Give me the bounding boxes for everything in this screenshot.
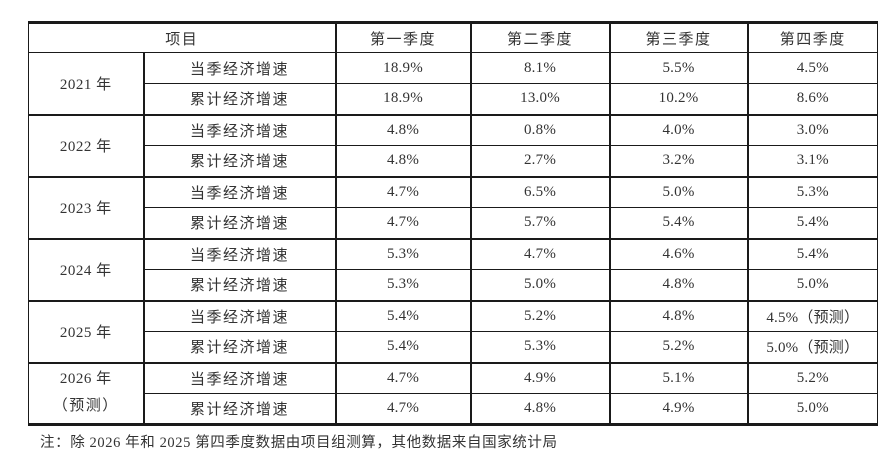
year-cell-2024: 2024 年 (28, 238, 145, 301)
metric-label-current: 当季经济增速 (143, 300, 337, 332)
header-q2: 第二季度 (470, 22, 611, 53)
value-cell: 3.0% (796, 121, 829, 138)
value-cell: 5.5% (609, 52, 749, 84)
value-cell: 3.2% (609, 145, 749, 177)
value-cell: 5.4% (796, 245, 829, 262)
value-cell: 4.0% (609, 114, 749, 146)
metric-label-cumulative: 累计经济增速 (143, 331, 337, 363)
value-cell: 13.0% (470, 83, 611, 115)
metric-label-current: 当季经济增速 (143, 176, 337, 208)
value-cell-forecast: 4.5%（预测） (766, 309, 860, 326)
value-cell: 5.7% (470, 207, 611, 239)
value-cell: 4.8% (335, 114, 472, 146)
year-cell-2022: 2022 年 (28, 114, 145, 177)
metric-label-cumulative: 累计经济增速 (143, 269, 337, 301)
value-cell: 5.4% (609, 207, 749, 239)
table-row: 累计经济增速 4.7% 5.7% 5.4% 5.4% (28, 207, 878, 239)
value-cell: 4.8% (470, 393, 611, 425)
metric-label-cumulative: 累计经济增速 (143, 83, 337, 115)
table-row: 累计经济增速 4.8% 2.7% 3.2% 3.1% (28, 145, 878, 177)
value-cell: 4.9% (470, 362, 611, 394)
value-cell: 5.0% (470, 269, 611, 301)
value-cell: 10.2% (609, 83, 749, 115)
table-row: 累计经济增速 4.7% 4.8% 4.9% 5.0% (29, 393, 878, 425)
value-cell: 5.0% (796, 400, 829, 416)
value-cell: 5.3% (335, 238, 472, 270)
metric-label-current: 当季经济增速 (143, 362, 337, 394)
value-cell: 5.3% (796, 183, 829, 200)
metric-label-current: 当季经济增速 (143, 52, 337, 84)
value-cell: 4.7% (335, 393, 472, 425)
year-cell-2025: 2025 年 (28, 300, 145, 363)
value-cell: 18.9% (335, 52, 472, 84)
value-cell: 4.8% (335, 145, 472, 177)
value-cell: 4.9% (609, 393, 749, 425)
value-cell: 0.8% (470, 114, 611, 146)
value-cell: 5.0% (796, 276, 829, 293)
header-q3: 第三季度 (609, 22, 749, 53)
metric-label-cumulative: 累计经济增速 (143, 207, 337, 239)
value-cell-forecast: 5.0%（预测） (766, 340, 860, 357)
year-cell-2023: 2023 年 (28, 176, 145, 239)
value-cell: 3.1% (796, 152, 829, 169)
value-cell: 4.7% (335, 207, 472, 239)
table-row: 2021 年 当季经济增速 18.9% 8.1% 5.5% 4.5% (28, 52, 878, 115)
value-cell: 5.2% (470, 300, 611, 332)
metric-label-current: 当季经济增速 (143, 238, 337, 270)
table-row: 2022 年 当季经济增速 4.8% 0.8% 4.0% 3.0% (28, 114, 878, 177)
value-cell: 4.6% (609, 238, 749, 270)
table-header-row: 项目 第一季度 第二季度 第三季度 第四季度 (28, 22, 878, 53)
value-cell: 5.3% (335, 269, 472, 301)
value-cell: 18.9% (335, 83, 472, 115)
value-cell: 5.2% (796, 369, 829, 386)
metric-label-cumulative: 累计经济增速 (143, 393, 337, 425)
value-cell: 5.4% (335, 331, 472, 363)
value-cell: 8.6% (796, 90, 829, 107)
value-cell: 5.4% (796, 214, 829, 231)
table-row: 2025 年 当季经济增速 5.4% 5.2% 4.8% 4.5%（预测） (28, 300, 878, 363)
value-cell: 5.2% (609, 331, 749, 363)
value-cell: 5.0% (609, 176, 749, 208)
table-row: 2026 年 （预测） 当季经济增速 4.7% 4.9% 5.1% 5.2% (28, 362, 878, 425)
header-project: 项目 (28, 22, 337, 53)
year-label-line1: 2026 年 (59, 370, 112, 387)
value-cell: 4.8% (609, 300, 749, 332)
year-label-line2: （预测） (52, 398, 119, 415)
value-cell: 2.7% (470, 145, 611, 177)
metric-label-current: 当季经济增速 (143, 114, 337, 146)
value-cell: 4.5% (796, 59, 829, 76)
year-cell-2026: 2026 年 （预测） (28, 362, 145, 425)
value-cell: 4.7% (335, 176, 472, 208)
value-cell: 6.5% (470, 176, 611, 208)
header-q4: 第四季度 (779, 31, 846, 48)
value-cell: 5.3% (470, 331, 611, 363)
year-cell-2021: 2021 年 (28, 52, 145, 115)
value-cell: 8.1% (470, 52, 611, 84)
table-footnote: 注：除 2026 年和 2025 第四季度数据由项目组测算，其他数据来自国家统计… (40, 435, 558, 451)
value-cell: 5.1% (609, 362, 749, 394)
header-q1: 第一季度 (335, 22, 472, 53)
value-cell: 4.7% (470, 238, 611, 270)
table-row: 累计经济增速 5.3% 5.0% 4.8% 5.0% (28, 269, 878, 301)
metric-label-cumulative: 累计经济增速 (143, 145, 337, 177)
value-cell: 4.7% (335, 362, 472, 394)
table-row: 2023 年 当季经济增速 4.7% 6.5% 5.0% 5.3% (28, 176, 878, 239)
table-row: 累计经济增速 5.4% 5.3% 5.2% 5.0%（预测） (28, 331, 878, 363)
table-row: 累计经济增速 18.9% 13.0% 10.2% 8.6% (28, 83, 878, 115)
economic-growth-table: 项目 第一季度 第二季度 第三季度 第四季度 2021 年 当季经济增速 18.… (28, 21, 879, 426)
value-cell: 5.4% (335, 300, 472, 332)
table-row: 2024 年 当季经济增速 5.3% 4.7% 4.6% 5.4% (28, 238, 878, 301)
value-cell: 4.8% (609, 269, 749, 301)
